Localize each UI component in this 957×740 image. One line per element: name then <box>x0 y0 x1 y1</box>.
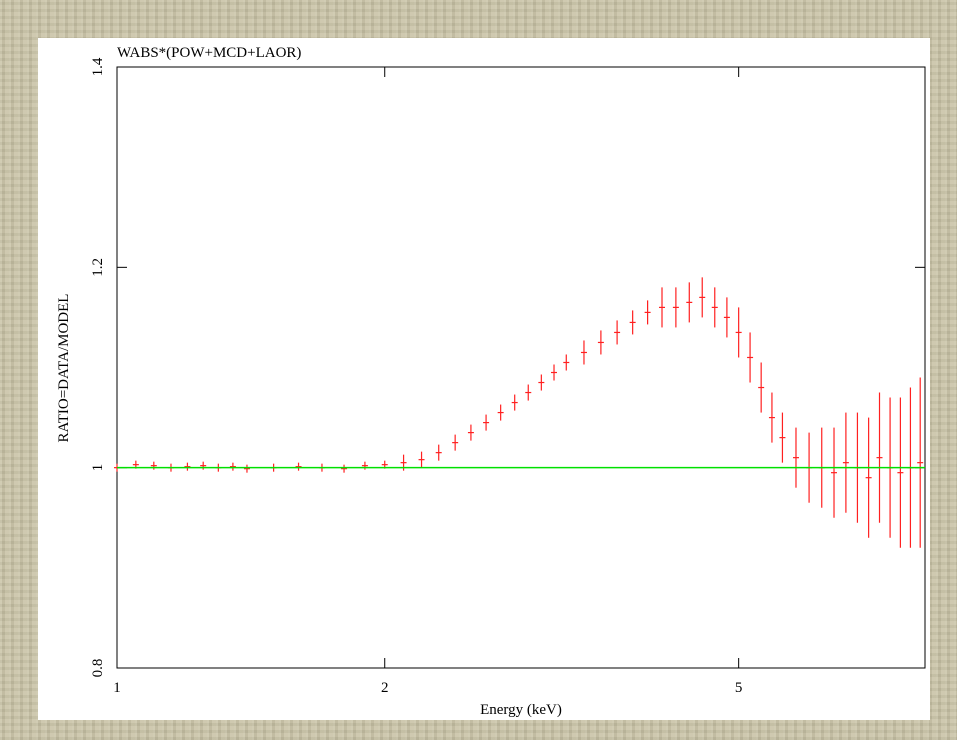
y-tick-label: 1.4 <box>90 57 106 76</box>
y-tick-label: 1 <box>90 464 106 472</box>
x-tick-label: 2 <box>381 680 389 696</box>
plot-panel <box>38 38 930 720</box>
plot-frame <box>116 66 926 669</box>
y-axis-label: RATIO=DATA/MODEL <box>56 294 72 443</box>
x-tick-label: 1 <box>113 680 121 696</box>
chart-title: WABS*(POW+MCD+LAOR) <box>117 45 301 61</box>
x-axis-label: Energy (keV) <box>480 702 562 718</box>
y-tick-label: 0.8 <box>90 659 106 678</box>
y-tick-label: 1.2 <box>90 258 106 277</box>
x-tick-label: 5 <box>735 680 743 696</box>
